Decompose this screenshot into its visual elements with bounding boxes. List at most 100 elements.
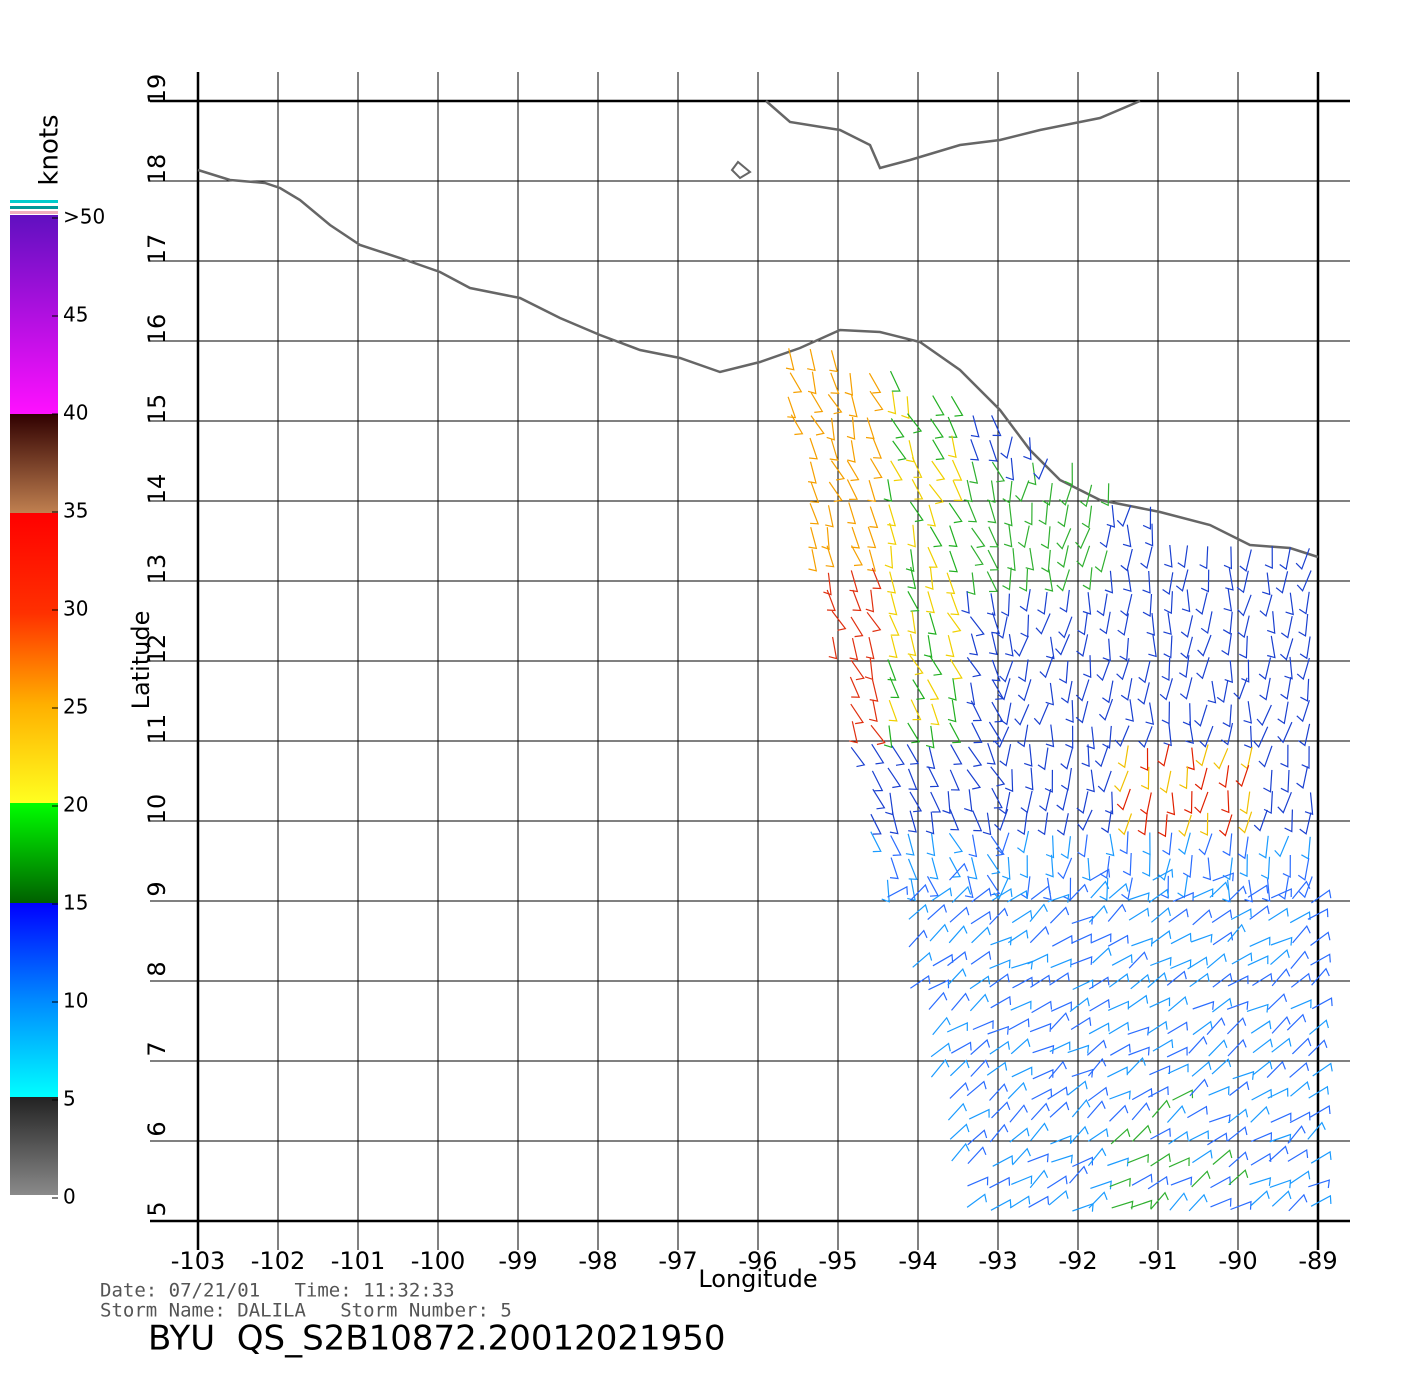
wind-barb [1060, 836, 1071, 860]
wind-barb [1213, 748, 1229, 770]
wind-barb [850, 703, 865, 725]
wind-barb [846, 417, 856, 440]
wind-barb [1259, 594, 1273, 617]
wind-barb [1312, 1062, 1333, 1077]
wind-barb [986, 571, 998, 593]
wind-barb [1007, 929, 1029, 944]
wind-barb [910, 974, 931, 989]
wind-barb [911, 457, 923, 478]
wind-barb [1252, 726, 1269, 748]
wind-barb [948, 502, 963, 524]
wind-barb [1202, 857, 1212, 881]
wind-barb [1292, 925, 1311, 944]
wind-barb [968, 834, 978, 858]
wind-barb [1056, 813, 1069, 836]
wind-barb [1206, 953, 1227, 969]
wind-barb [850, 659, 865, 681]
wind-barb [1024, 502, 1033, 526]
wind-barb [1190, 933, 1213, 943]
wind-barb [1128, 1046, 1150, 1056]
wind-barb [1087, 1057, 1107, 1077]
wind-barb [1071, 1099, 1091, 1118]
wind-barb [1012, 976, 1033, 989]
wind-barb [1289, 1170, 1311, 1185]
wind-barb [1106, 505, 1116, 528]
wind-barb [990, 835, 1005, 857]
wind-barb [810, 392, 824, 413]
wind-barb [1075, 700, 1089, 724]
wind-barb [1119, 831, 1129, 855]
wind-barb [911, 479, 924, 500]
wind-barb [1161, 701, 1170, 725]
wind-barb [948, 678, 957, 701]
wind-barb [1033, 458, 1049, 480]
wind-barb [1114, 770, 1129, 793]
wind-barb [1064, 462, 1073, 486]
wind-barb [1017, 812, 1028, 836]
wind-barb [950, 395, 964, 417]
wind-barb [1075, 527, 1091, 550]
wind-barb [1100, 810, 1112, 834]
wind-barb [1253, 809, 1268, 832]
wind-barb [948, 525, 958, 548]
wind-barb [870, 831, 882, 853]
wind-barb [991, 701, 1004, 723]
wind-barb [866, 611, 882, 633]
wind-barb [1127, 1153, 1149, 1164]
wind-barb [1168, 908, 1189, 923]
wind-barb [849, 721, 858, 744]
wind-barb [994, 808, 1009, 831]
wind-barb [947, 951, 968, 967]
wind-barb [1046, 1175, 1068, 1189]
wind-barb [1268, 1145, 1289, 1162]
wind-barb [890, 835, 902, 856]
wind-barb [807, 348, 816, 372]
wind-barb [1107, 1000, 1130, 1011]
x-tick-label: -93 [978, 1247, 1017, 1275]
wind-barb [1137, 682, 1150, 705]
wind-barb [1014, 704, 1030, 726]
wind-barb [865, 636, 875, 660]
wind-barb [1109, 1104, 1129, 1122]
wind-barb [1247, 955, 1269, 966]
wind-barb [1311, 997, 1333, 1010]
wind-barb [846, 460, 860, 482]
wind-barb [871, 770, 884, 792]
wind-barb [987, 549, 999, 571]
wind-barb [1039, 788, 1052, 812]
wind-barb [1296, 766, 1309, 789]
wind-barb [1187, 1105, 1208, 1119]
wind-barb [967, 1129, 988, 1146]
wind-barb [828, 636, 838, 660]
wind-barb [870, 724, 886, 746]
wind-barb [970, 415, 980, 438]
wind-barb [1108, 973, 1130, 988]
wind-barb [1087, 1086, 1109, 1102]
wind-barb [1197, 634, 1212, 657]
wind-barb [1149, 997, 1171, 1008]
wind-barb [961, 591, 970, 614]
wind-barb [807, 461, 817, 484]
wind-barb [1238, 811, 1253, 834]
wind-barb [972, 810, 983, 832]
wind-barb [1056, 545, 1069, 568]
wind-barb [1232, 1070, 1255, 1080]
wind-barb [1180, 615, 1194, 638]
wind-barb [1268, 907, 1289, 921]
wind-barb [1119, 637, 1129, 661]
wind-barb [889, 857, 899, 880]
wind-barb [927, 766, 940, 788]
wind-barb [947, 612, 962, 633]
x-tick-label: -92 [1058, 1247, 1097, 1275]
wind-barb [1043, 877, 1052, 901]
wind-barb [1228, 1169, 1249, 1186]
wind-barb [1210, 1197, 1232, 1208]
wind-barb [991, 612, 1001, 635]
wind-barb [1287, 1125, 1306, 1144]
wind-barb [1200, 611, 1213, 635]
wind-barb [1240, 746, 1253, 770]
wind-barb [1237, 836, 1249, 860]
wind-barb [988, 526, 999, 548]
wind-barb [987, 501, 997, 524]
wind-barb [1164, 544, 1173, 568]
